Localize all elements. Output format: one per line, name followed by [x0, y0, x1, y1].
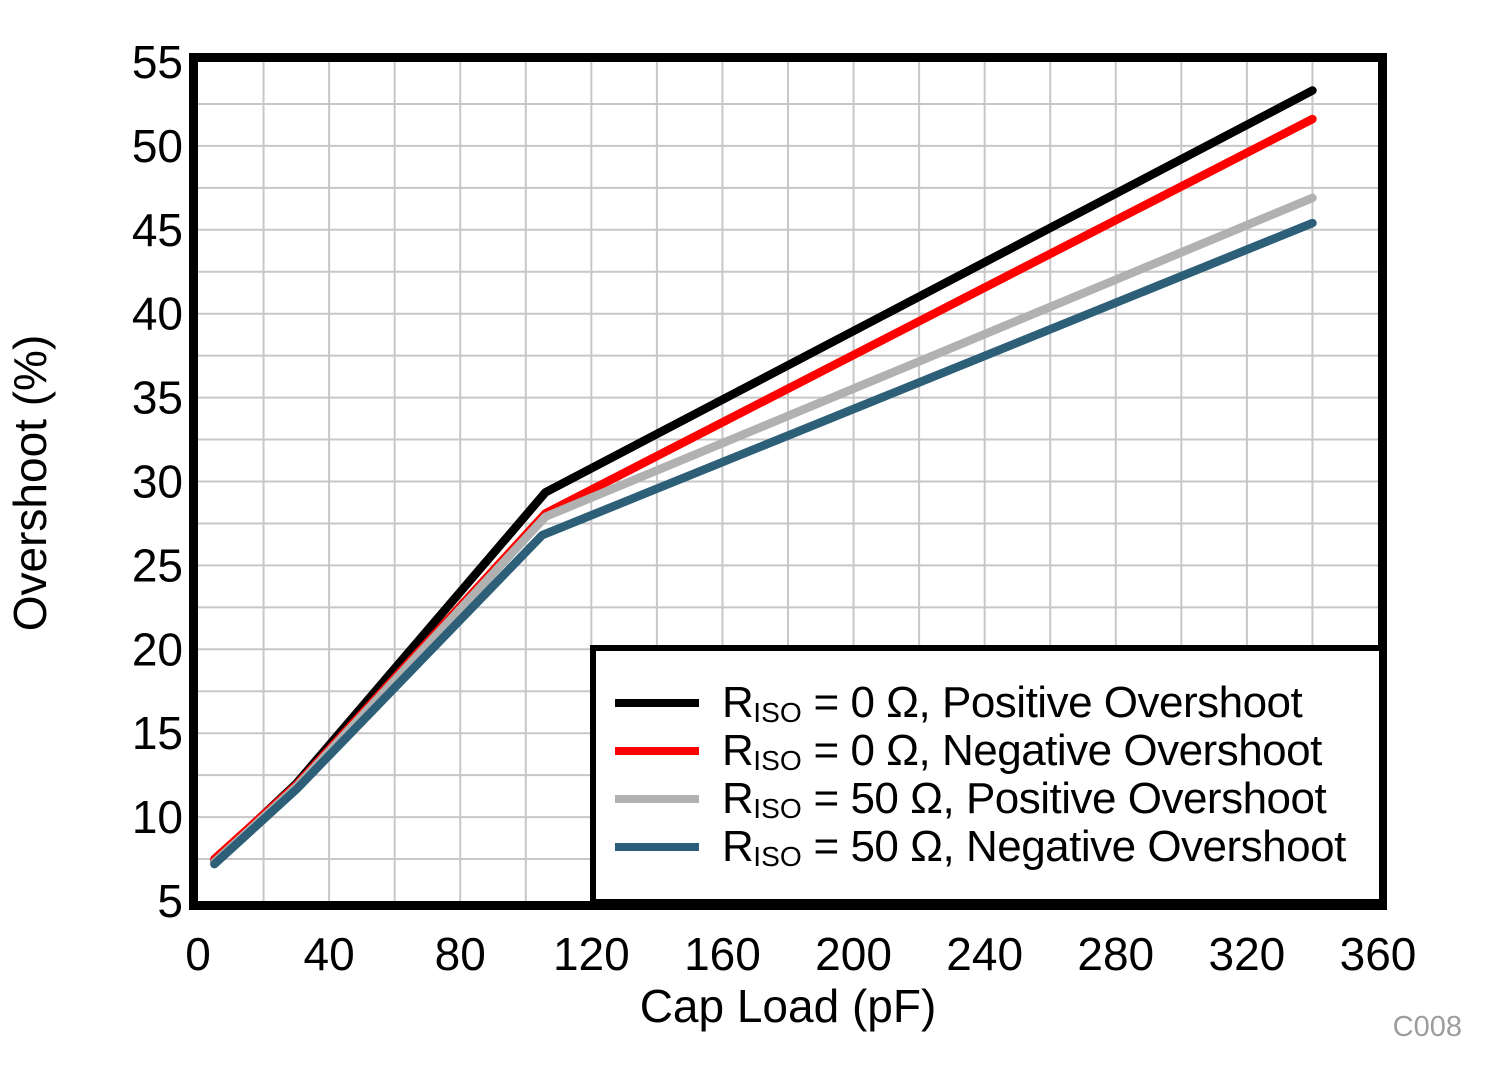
y-tick-label: 10 — [132, 791, 183, 843]
y-tick-label: 50 — [132, 120, 183, 172]
y-tick-labels: 5 10 15 20 25 30 35 40 45 50 55 — [132, 36, 183, 927]
x-tick-label: 200 — [815, 928, 892, 980]
x-tick-label: 280 — [1077, 928, 1154, 980]
legend-item: RISO = 0 Ω, Negative Overshoot — [615, 727, 1379, 775]
y-tick-label: 5 — [157, 875, 183, 927]
figure-code-label: C008 — [1393, 1011, 1462, 1043]
x-tick-label: 120 — [553, 928, 630, 980]
legend-label-subscript: ISO — [753, 793, 802, 825]
y-tick-label: 15 — [132, 707, 183, 759]
x-tick-label: 160 — [684, 928, 761, 980]
plot-border — [189, 53, 1387, 910]
legend-item: RISO = 50 Ω, Negative Overshoot — [615, 823, 1379, 871]
legend-label-text: = 0 Ω, Negative Overshoot — [801, 726, 1323, 775]
y-tick-label: 20 — [132, 623, 183, 675]
y-axis-title: Overshoot (%) — [4, 335, 56, 632]
x-tick-label: 360 — [1340, 928, 1417, 980]
x-tick-label: 320 — [1209, 928, 1286, 980]
legend-item: RISO = 50 Ω, Positive Overshoot — [615, 775, 1379, 823]
legend-swatch — [615, 747, 699, 755]
legend-label-symbol: R — [722, 822, 754, 871]
legend-label-subscript: ISO — [753, 841, 802, 873]
legend-label-symbol: R — [722, 678, 754, 727]
legend-label-subscript: ISO — [753, 745, 802, 777]
legend-label-symbol: R — [722, 726, 754, 775]
x-tick-label: 0 — [185, 928, 211, 980]
y-tick-label: 25 — [132, 539, 183, 591]
x-tick-labels: 0 40 80 120 160 200 240 280 320 360 — [185, 928, 1416, 980]
y-tick-label: 40 — [132, 288, 183, 340]
legend-swatch — [615, 843, 699, 851]
legend-label-text: = 0 Ω, Positive Overshoot — [801, 678, 1303, 727]
legend-box: RISO = 0 Ω, Positive Overshoot RISO = 0 Ω… — [590, 645, 1385, 905]
x-tick-label: 240 — [946, 928, 1023, 980]
y-tick-label: 35 — [132, 372, 183, 424]
legend-item: RISO = 0 Ω, Positive Overshoot — [615, 679, 1379, 727]
y-tick-label: 30 — [132, 456, 183, 508]
series-line-3 — [210, 218, 1317, 869]
series-lines — [210, 86, 1317, 869]
x-axis-title: Cap Load (pF) — [640, 980, 937, 1032]
x-tick-label: 40 — [304, 928, 355, 980]
y-tick-label: 55 — [132, 36, 183, 88]
x-tick-label: 80 — [435, 928, 486, 980]
legend-swatch — [615, 699, 699, 707]
legend-label: RISO = 0 Ω, Negative Overshoot — [722, 726, 1323, 777]
legend-label-symbol: R — [722, 774, 754, 823]
legend-label: RISO = 50 Ω, Negative Overshoot — [722, 822, 1347, 873]
legend-label-subscript: ISO — [753, 697, 802, 729]
legend-label-text: = 50 Ω, Positive Overshoot — [801, 774, 1327, 823]
y-tick-label: 45 — [132, 204, 183, 256]
legend-label: RISO = 0 Ω, Positive Overshoot — [722, 678, 1303, 729]
legend-label-text: = 50 Ω, Negative Overshoot — [801, 822, 1347, 871]
legend-label: RISO = 50 Ω, Positive Overshoot — [722, 774, 1327, 825]
legend-swatch — [615, 795, 699, 803]
